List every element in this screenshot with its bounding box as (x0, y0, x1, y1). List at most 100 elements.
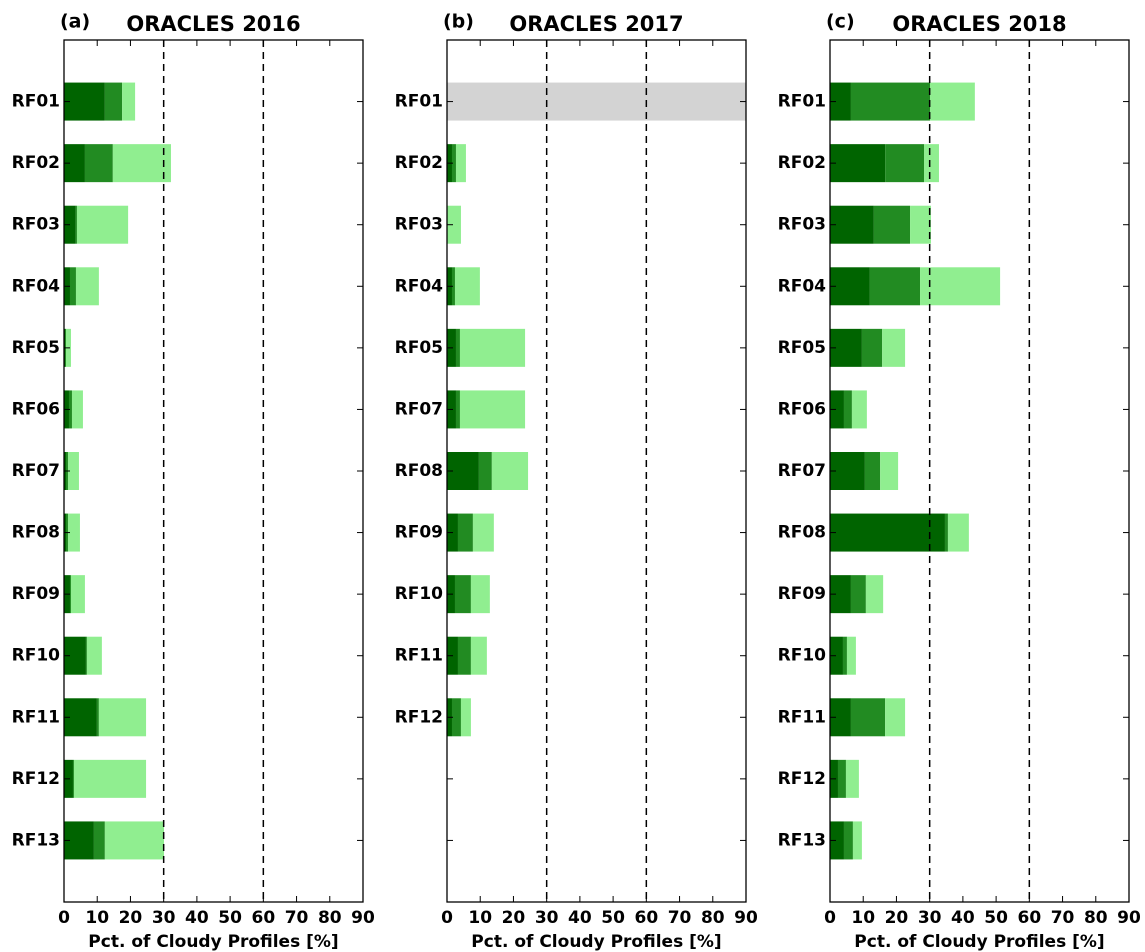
bar-segment (454, 575, 471, 614)
bar-segment (455, 144, 466, 183)
bar-segment (67, 513, 80, 552)
x-tick-label: 40 (185, 908, 209, 928)
y-tick-label: RF10 (395, 584, 444, 604)
bar-segment (93, 821, 105, 860)
x-axis-label: Pct. of Cloudy Profiles [%] (854, 932, 1104, 952)
bar-segment (869, 267, 921, 306)
bar-segment (451, 267, 455, 306)
y-tick-label: RF10 (12, 646, 61, 666)
y-tick-label: RF12 (778, 769, 826, 789)
x-tick-label: 60 (251, 908, 275, 928)
bar-segment (873, 205, 911, 244)
bar-segment (850, 575, 866, 614)
bar-segment (843, 390, 852, 429)
bar-segment (98, 698, 147, 737)
bar-segment (944, 513, 948, 552)
y-tick-label: RF02 (778, 153, 826, 173)
bar-segment (491, 452, 529, 490)
bar-segment (850, 698, 886, 737)
bar-segment (885, 698, 906, 737)
x-tick-label: 70 (285, 908, 309, 928)
bar-segment (830, 575, 851, 614)
bar-segment (843, 821, 853, 860)
panel-label: (a) (60, 11, 90, 33)
bar-segment (830, 205, 874, 244)
bar-segment (451, 698, 461, 737)
bar-segment (478, 452, 492, 490)
bar-segment (920, 267, 1001, 306)
bar-segment (112, 144, 171, 183)
bar-segment (67, 452, 79, 490)
bar-segment (85, 636, 87, 675)
bar-segment (75, 205, 77, 244)
y-tick-label: RF11 (12, 707, 60, 727)
x-tick-label: 30 (918, 908, 942, 928)
bar-segment (455, 390, 460, 429)
x-tick-label: 50 (601, 908, 625, 928)
y-tick-label: RF01 (12, 92, 60, 112)
y-tick-label: RF08 (395, 461, 443, 481)
bar-segment (84, 144, 113, 183)
bar-segment (885, 144, 925, 183)
y-tick-label: RF01 (778, 92, 826, 112)
x-tick-label: 70 (668, 908, 692, 928)
bar-segment (830, 821, 844, 860)
y-tick-label: RF13 (778, 830, 826, 850)
x-tick-label: 90 (734, 908, 758, 928)
x-tick-label: 50 (218, 908, 242, 928)
bar-segment (459, 390, 526, 429)
bar-segment (122, 82, 136, 121)
bar-segment (865, 575, 884, 614)
x-tick-label: 30 (152, 908, 176, 928)
bar-segment (830, 513, 945, 552)
x-tick-label: 60 (1017, 908, 1041, 928)
bar-segment (72, 759, 74, 798)
bar-segment (64, 636, 86, 675)
bar-segment (830, 390, 844, 429)
bar-segment (470, 575, 490, 614)
bar-segment (73, 759, 147, 798)
y-tick-label: RF13 (12, 830, 60, 850)
chart-title: ORACLES 2016 (126, 12, 300, 36)
bar-segment (845, 759, 859, 798)
bar-segment (929, 82, 975, 121)
y-tick-label: RF02 (12, 153, 60, 173)
bar-segment (830, 698, 851, 737)
bar-segment (454, 267, 480, 306)
y-tick-label: RF07 (778, 461, 826, 481)
bar-segment (830, 636, 843, 675)
x-tick-label: 80 (318, 908, 342, 928)
y-tick-label: RF09 (12, 584, 60, 604)
x-axis-label: Pct. of Cloudy Profiles [%] (88, 932, 338, 952)
x-tick-label: 80 (1084, 908, 1108, 928)
bar-segment (830, 82, 851, 121)
bar-segment (459, 328, 526, 367)
x-tick-label: 20 (885, 908, 909, 928)
bar-segment (852, 821, 862, 860)
bar-segment (455, 328, 460, 367)
y-tick-label: RF05 (12, 338, 60, 358)
bar-segment (96, 698, 99, 737)
x-tick-label: 80 (701, 908, 725, 928)
bar-segment (447, 205, 461, 244)
bar-segment (837, 759, 846, 798)
y-tick-label: RF04 (395, 276, 444, 296)
y-tick-label: RF04 (778, 276, 827, 296)
bar-segment (851, 390, 867, 429)
bar-segment (68, 390, 72, 429)
x-tick-label: 60 (634, 908, 658, 928)
bar-segment (460, 698, 471, 737)
bar-segment (470, 636, 487, 675)
y-tick-label: RF11 (395, 646, 443, 666)
bar-segment (472, 513, 494, 552)
y-tick-label: RF03 (12, 215, 60, 235)
x-tick-label: 0 (824, 908, 836, 928)
y-tick-label: RF03 (778, 215, 826, 235)
y-tick-label: RF12 (12, 769, 60, 789)
y-tick-label: RF02 (395, 153, 443, 173)
bar-segment (924, 144, 939, 183)
bar-segment (76, 205, 129, 244)
y-tick-label: RF10 (778, 646, 827, 666)
x-tick-label: 50 (984, 908, 1008, 928)
y-tick-label: RF03 (395, 215, 443, 235)
